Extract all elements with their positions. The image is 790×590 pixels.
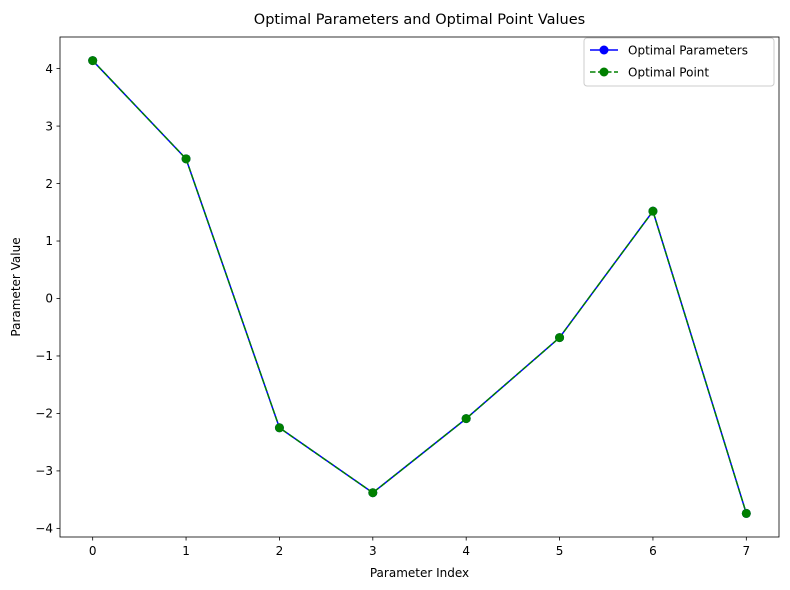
y-tick-label: 3	[45, 119, 53, 133]
data-point-optimal-point	[274, 423, 284, 433]
y-tick-label: 1	[45, 234, 53, 248]
y-tick-label: 2	[45, 177, 53, 191]
x-tick-label: 5	[556, 544, 564, 558]
x-tick-label: 7	[742, 544, 750, 558]
x-tick-label: 4	[462, 544, 470, 558]
legend-marker-optimal-point	[599, 67, 609, 77]
legend-marker-optimal-parameters	[599, 45, 609, 55]
y-tick-label: −4	[35, 522, 53, 536]
x-tick-label: 2	[276, 544, 284, 558]
legend-box	[583, 37, 775, 87]
legend-label-optimal-point: Optimal Point	[628, 66, 709, 80]
data-point-optimal-point	[648, 206, 658, 216]
series-optimal-point	[88, 56, 751, 518]
y-tick-label: −1	[35, 349, 53, 363]
legend-entry-optimal-parameters: Optimal Parameters	[590, 44, 748, 58]
x-tick-label: 0	[89, 544, 97, 558]
y-axis-ticks: 4 3 2 1 0 −1 −2 −3 −4	[35, 62, 60, 536]
x-tick-label: 6	[649, 544, 657, 558]
x-axis-ticks: 0 1 2 3 4 5 6 7	[89, 537, 750, 558]
y-tick-label: −2	[35, 407, 53, 421]
data-point-optimal-point	[555, 333, 565, 343]
data-point-optimal-point	[461, 414, 471, 424]
y-tick-label: 4	[45, 62, 53, 76]
legend-entry-optimal-point: Optimal Point	[590, 66, 709, 80]
legend: Optimal Parameters Optimal Point	[583, 37, 775, 87]
data-point-optimal-point	[88, 56, 98, 66]
data-point-optimal-point	[368, 488, 378, 498]
data-point-optimal-point	[181, 154, 191, 164]
x-tick-label: 1	[182, 544, 190, 558]
chart-title: Optimal Parameters and Optimal Point Val…	[254, 12, 585, 28]
plot-area	[60, 37, 779, 537]
plot-frame	[59, 36, 780, 538]
x-tick-label: 3	[369, 544, 377, 558]
x-axis-label: Parameter Index	[370, 566, 469, 580]
y-axis-label: Parameter Value	[9, 237, 23, 336]
y-tick-label: −3	[35, 464, 53, 478]
series-line-optimal-point	[92, 60, 748, 514]
data-point-optimal-point	[741, 508, 751, 518]
legend-label-optimal-parameters: Optimal Parameters	[628, 44, 748, 58]
y-tick-label: 0	[45, 292, 53, 306]
series-layer	[88, 56, 751, 518]
